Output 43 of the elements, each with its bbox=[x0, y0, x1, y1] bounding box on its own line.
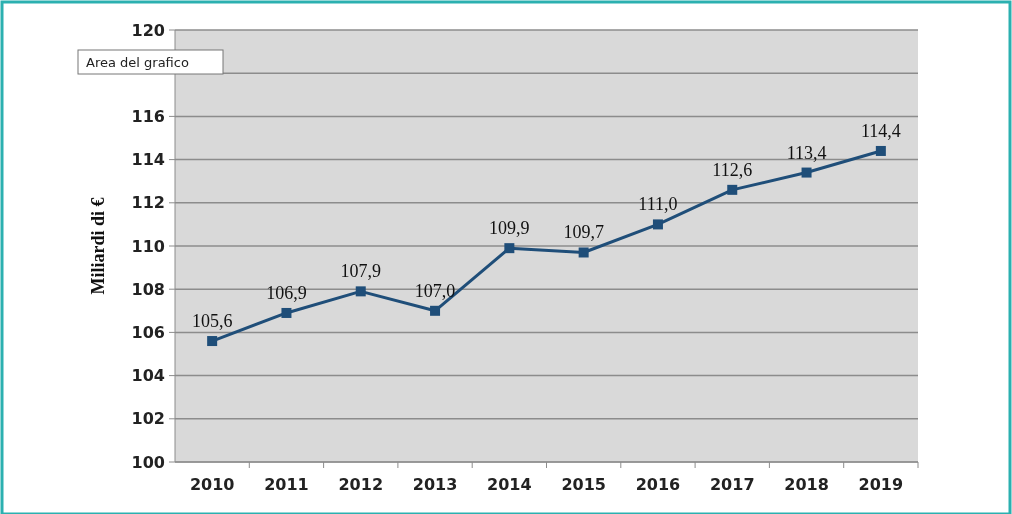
point bbox=[801, 167, 812, 178]
y-tick-label: 112 bbox=[131, 193, 165, 213]
point bbox=[355, 286, 366, 297]
y-tick-label: 110 bbox=[131, 236, 165, 256]
x-tick-label: 2018 bbox=[784, 475, 829, 494]
x-tick-label: 2016 bbox=[635, 475, 681, 494]
x-tick-label: 2011 bbox=[264, 475, 309, 494]
data-label: 109,7 bbox=[563, 222, 604, 243]
data-label: 111,0 bbox=[638, 194, 678, 215]
data-label: 113,4 bbox=[786, 142, 827, 163]
point bbox=[727, 184, 738, 195]
y-tick-label: 106 bbox=[131, 323, 165, 342]
annotation: Area del grafico bbox=[86, 55, 189, 70]
x-tick-label: 2013 bbox=[412, 475, 458, 494]
y-tick-label: 100 bbox=[131, 452, 165, 472]
y-tick-label: 102 bbox=[131, 409, 165, 429]
data-label: 107,9 bbox=[340, 261, 381, 282]
point bbox=[578, 247, 589, 258]
data-label: 107,0 bbox=[414, 280, 456, 301]
point bbox=[430, 305, 441, 316]
y-tick-label: 120 bbox=[131, 20, 165, 40]
point bbox=[504, 243, 515, 254]
point bbox=[281, 307, 292, 318]
point bbox=[875, 145, 886, 156]
data-label: 106,9 bbox=[266, 282, 307, 303]
x-tick-label: 2012 bbox=[338, 475, 384, 494]
x-tick-label: 2014 bbox=[487, 475, 532, 494]
x-tick-label: 2010 bbox=[189, 475, 235, 494]
y-tick-label: 116 bbox=[131, 107, 165, 126]
y-tick-label: 114 bbox=[131, 150, 165, 170]
x-tick-label: 2015 bbox=[561, 475, 606, 494]
x-tick-label: 2019 bbox=[858, 475, 904, 494]
y-axis-title: Miliardi di € bbox=[88, 197, 108, 295]
x-tick-label: 2017 bbox=[709, 475, 755, 494]
tooltip: Area del grafico bbox=[77, 49, 224, 75]
data-label: 105,6 bbox=[191, 311, 233, 332]
point bbox=[207, 336, 218, 347]
point bbox=[652, 219, 663, 230]
data-label: 114,4 bbox=[860, 120, 901, 141]
y-tick-label: 108 bbox=[131, 279, 165, 299]
data-label: 109,9 bbox=[489, 218, 530, 239]
data-label: 112,6 bbox=[712, 159, 753, 180]
y-tick-label: 104 bbox=[131, 366, 165, 386]
